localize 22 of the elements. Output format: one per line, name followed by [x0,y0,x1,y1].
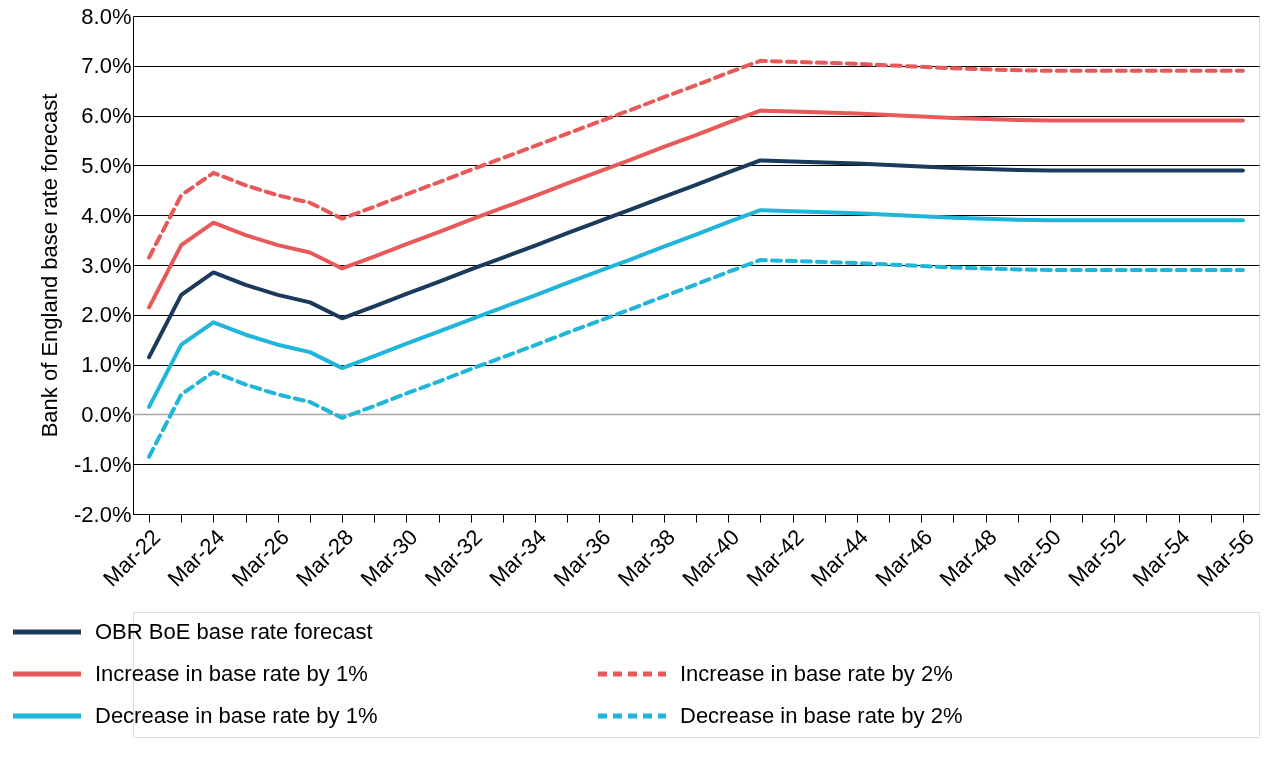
y-tick-label: 3.0% [81,252,132,278]
y-tick-label: -2.0% [74,501,132,527]
y-tick-label: 0.0% [81,401,132,427]
y-tick-label: 4.0% [81,202,132,228]
y-tick-label: -1.0% [74,451,132,477]
legend-label: Increase in base rate by 1% [95,661,368,686]
y-tick-label: 5.0% [81,152,132,178]
legend-label: Decrease in base rate by 2% [680,703,963,728]
line-series [147,108,1245,310]
legend-label: Increase in base rate by 2% [680,661,953,686]
line-series [147,58,1245,260]
line-series [147,208,1245,409]
y-tick-label: 8.0% [81,3,132,29]
line-series [147,258,1245,459]
y-tick-label: 2.0% [81,302,132,328]
y-tick-label: 6.0% [81,103,132,129]
legend-label: OBR BoE base rate forecast [95,619,373,644]
y-tick-label: 7.0% [81,53,132,79]
line-series [147,158,1245,360]
y-axis-title: Bank of England base rate forecast [37,93,63,438]
y-tick-label: 1.0% [81,352,132,378]
legend-label: Decrease in base rate by 1% [95,703,378,728]
